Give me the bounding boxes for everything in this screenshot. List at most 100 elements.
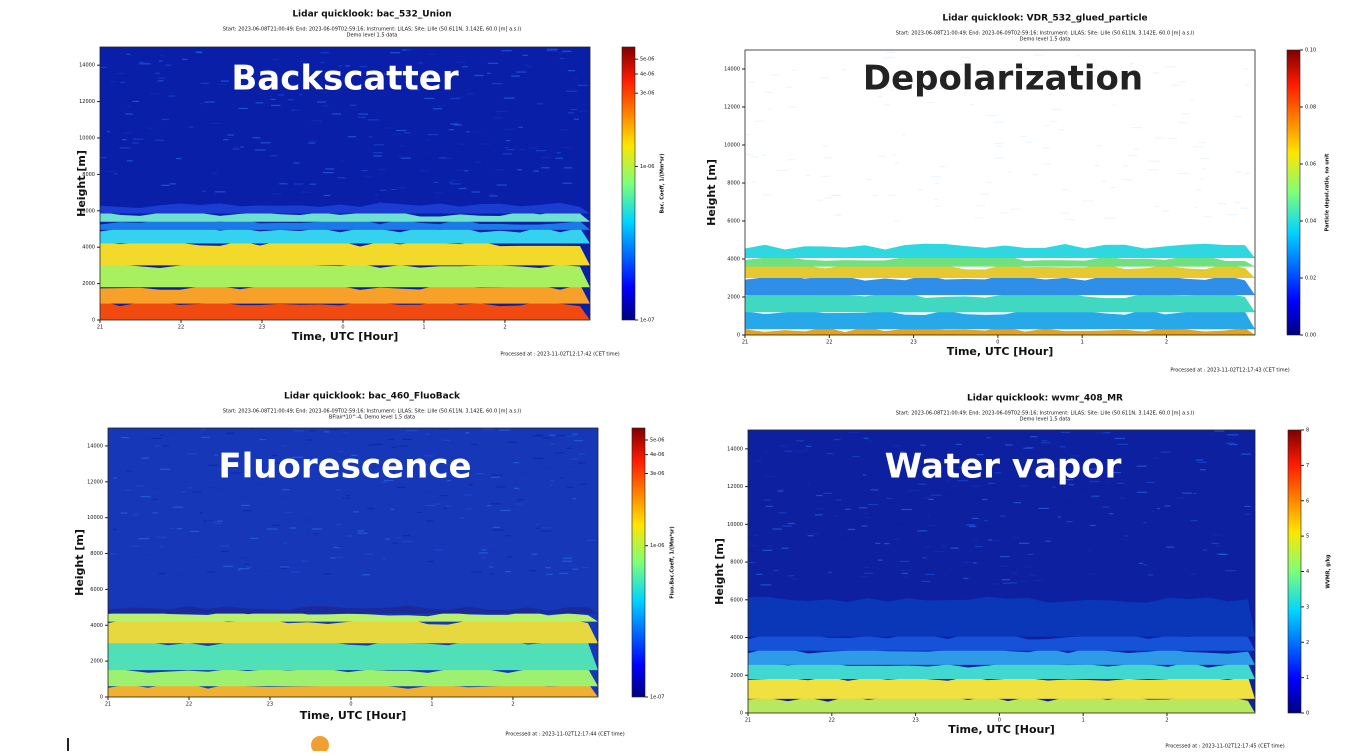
heatmap-texture [418,62,423,64]
heatmap-texture [1078,76,1082,78]
heatmap-texture [821,72,828,74]
heatmap-texture [921,580,930,582]
heatmap-texture [1131,127,1142,129]
plot-frame [747,429,1256,714]
heatmap-texture [863,474,867,476]
y-tick-label: 6000 [730,597,743,603]
heatmap-texture [382,481,387,483]
heatmap-texture [798,148,807,151]
heatmap-texture [1060,502,1070,504]
heatmap-texture [519,53,529,55]
colorbar-tick-label: 5e-06 [650,437,664,443]
heatmap-texture [429,493,438,495]
heatmap-texture [243,510,252,512]
heatmap-texture [1046,468,1051,470]
heatmap-texture [562,147,572,149]
heatmap-texture [1075,55,1081,57]
heatmap-texture [1094,164,1099,167]
colorbar-tick-label: 0.06 [1305,162,1316,168]
heatmap-texture [1011,572,1018,574]
heatmap-texture [1224,488,1235,491]
heatmap-texture [443,507,447,509]
heatmap-texture [274,462,284,464]
heatmap-texture [902,219,910,221]
heatmap-texture [1134,148,1140,150]
heatmap-texture [756,573,763,575]
heatmap-texture [246,566,253,568]
colorbar-tick-label: 0.04 [1305,219,1316,225]
heatmap-band [100,202,590,214]
heatmap-texture [963,577,969,580]
heatmap-texture [142,108,147,111]
heatmap-texture [286,565,297,567]
heatmap-texture [361,169,368,172]
heatmap-texture [921,557,928,559]
heatmap-texture [159,546,165,548]
heatmap-texture [1231,55,1242,57]
heatmap-texture [1124,535,1128,537]
heatmap-texture [528,147,538,149]
y-tick-label: 10000 [727,522,743,528]
heatmap-texture [788,106,797,108]
heatmap-texture [837,535,849,538]
heatmap-texture [1244,513,1251,515]
heatmap-texture [958,63,967,66]
heatmap-texture [1164,517,1171,519]
heatmap-texture [159,434,165,436]
heatmap-texture [746,99,753,101]
heatmap-texture [986,181,993,184]
heatmap-texture [805,174,811,176]
heatmap-texture [455,96,465,98]
heatmap-texture [222,139,229,141]
heatmap-texture [1118,497,1127,499]
heatmap-texture [988,539,993,541]
heatmap-texture [113,173,118,175]
heatmap-texture [1090,128,1095,130]
heatmap-texture [131,545,139,547]
heatmap-texture [512,483,519,485]
heatmap-texture [1116,76,1127,78]
heatmap-texture [238,107,248,110]
heatmap-texture [752,181,757,183]
heatmap-texture [930,175,941,178]
heatmap-texture [425,433,430,436]
heatmap-texture [1150,510,1155,513]
heatmap-texture [1140,433,1147,435]
x-tick-label: 2 [511,702,514,708]
heatmap-texture [1063,478,1074,481]
heatmap-texture [984,76,989,78]
heatmap-texture [372,152,383,154]
x-tick-label: 21 [745,718,751,724]
heatmap-texture [306,529,312,531]
heatmap-texture [924,546,931,548]
heatmap-texture [945,166,951,168]
heatmap-texture [765,505,773,507]
heatmap-texture [457,61,466,64]
x-tick-label: 22 [829,718,835,724]
heatmap-texture [133,138,144,140]
heatmap-texture [197,148,203,150]
heatmap-texture [156,536,167,538]
heatmap-texture [559,572,569,574]
heatmap-texture [345,65,350,67]
panel-title: Lidar quicklook: bac_532_Union [292,10,451,20]
heatmap-texture [851,62,859,64]
heatmap-texture [1066,180,1077,182]
heatmap-band [748,596,1255,637]
heatmap-texture [158,60,163,62]
colorbar-label: WVMR, g/kg [1326,554,1332,589]
heatmap-texture [1085,159,1096,161]
heatmap-texture [177,528,183,530]
heatmap-texture [175,555,180,558]
heatmap-texture [1051,199,1056,201]
heatmap-texture [1130,172,1138,174]
heatmap-texture [406,49,414,51]
heatmap-texture [750,545,759,547]
heatmap-texture [922,111,929,113]
heatmap-texture [990,583,1000,585]
heatmap-texture [440,494,449,497]
heatmap-texture [359,65,368,68]
heatmap-texture [947,494,953,496]
heatmap-texture [933,87,943,89]
heatmap-texture [578,77,587,80]
